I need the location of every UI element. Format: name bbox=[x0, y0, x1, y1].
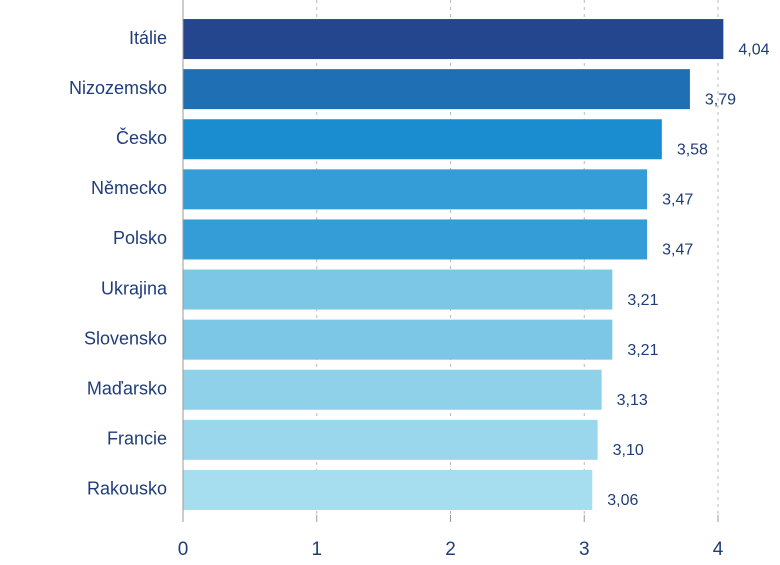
value-label: 3,58 bbox=[677, 141, 708, 158]
x-tick-label: 1 bbox=[311, 539, 322, 560]
value-label: 4,04 bbox=[738, 41, 769, 58]
x-tick-label: 2 bbox=[445, 539, 456, 560]
category-label: Itálie bbox=[129, 28, 167, 48]
bar bbox=[183, 419, 598, 460]
x-tick-label: 0 bbox=[178, 539, 189, 560]
bar bbox=[183, 469, 593, 510]
category-label: Ukrajina bbox=[101, 278, 168, 298]
bar bbox=[183, 319, 613, 360]
bar bbox=[183, 269, 613, 310]
category-label: Nizozemsko bbox=[69, 78, 167, 98]
bar bbox=[183, 69, 690, 110]
category-label: Německo bbox=[91, 178, 167, 198]
value-label: 3,47 bbox=[662, 192, 693, 209]
value-label: 3,21 bbox=[627, 292, 658, 309]
bar bbox=[183, 369, 602, 410]
value-label: 3,47 bbox=[662, 242, 693, 259]
category-label: Česko bbox=[116, 127, 167, 148]
category-label: Rakousko bbox=[87, 479, 167, 499]
category-label: Slovensko bbox=[84, 328, 167, 348]
bar bbox=[183, 19, 724, 60]
value-label: 3,10 bbox=[613, 442, 644, 459]
bar bbox=[183, 219, 648, 260]
value-label: 3,21 bbox=[627, 342, 658, 359]
value-label: 3,06 bbox=[607, 492, 638, 509]
value-label: 3,79 bbox=[705, 91, 736, 108]
category-label: Polsko bbox=[113, 228, 167, 248]
x-tick-label: 3 bbox=[579, 539, 590, 560]
category-label: Francie bbox=[107, 429, 167, 449]
value-label: 3,13 bbox=[617, 392, 648, 409]
x-tick-label: 4 bbox=[713, 539, 724, 560]
bar bbox=[183, 119, 662, 160]
bar bbox=[183, 169, 648, 210]
category-label: Maďarsko bbox=[87, 379, 167, 399]
